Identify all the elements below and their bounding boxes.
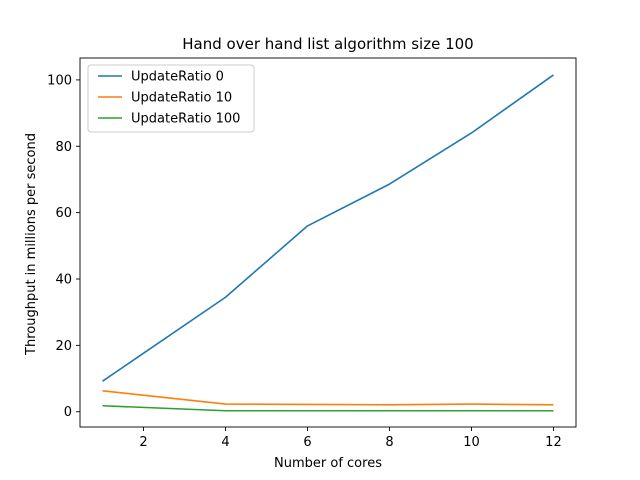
legend-label-1: UpdateRatio 10 [131,91,232,106]
x-tick-label-1: 4 [221,435,229,450]
legend-label-2: UpdateRatio 100 [131,112,240,127]
x-tick-label-3: 8 [385,435,393,450]
x-axis-label: Number of cores [274,456,382,471]
y-tick-label-0: 0 [64,405,72,420]
x-tick-label-0: 2 [139,435,147,450]
chart-title: Hand over hand list algorithm size 100 [182,35,473,53]
x-tick-label-2: 6 [303,435,311,450]
series-line-2 [102,404,554,412]
legend-box [87,64,255,133]
legend: UpdateRatio 0 UpdateRatio 10 UpdateRatio 1… [87,64,255,133]
y-tick-label-5: 100 [47,73,72,88]
y-axis-label: Throughput in millions per second [24,133,39,356]
legend-label-0: UpdateRatio 0 [131,70,224,85]
series-line-0 [102,74,554,382]
x-tick-label-4: 10 [463,435,480,450]
axes-frame [79,57,577,428]
y-tick-label-2: 40 [55,273,72,288]
y-tick-label-3: 60 [55,206,72,221]
plot-area: 2 4 6 8 10 12 0 20 40 60 80 100 [47,57,577,450]
y-tick-label-1: 20 [55,339,72,354]
y-tick-label-4: 80 [55,140,72,155]
x-tick-label-5: 12 [545,435,562,450]
series-line-1 [102,390,554,406]
